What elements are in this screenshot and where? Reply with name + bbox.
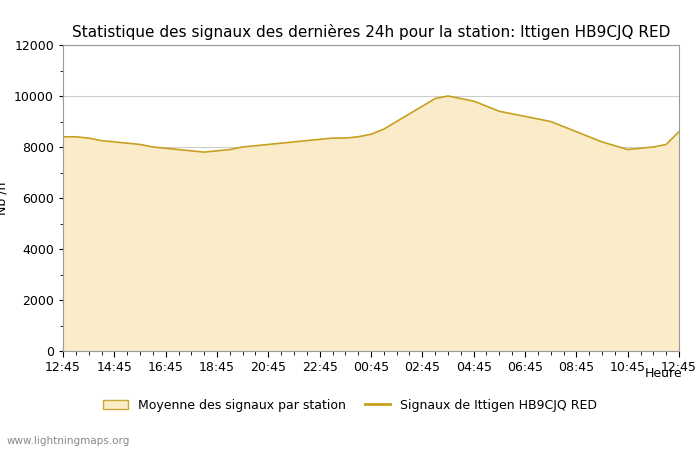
Y-axis label: Nb /h: Nb /h (0, 181, 8, 215)
Text: www.lightningmaps.org: www.lightningmaps.org (7, 436, 130, 446)
Title: Statistique des signaux des dernières 24h pour la station: Ittigen HB9CJQ RED: Statistique des signaux des dernières 24… (72, 24, 670, 40)
Text: Heure: Heure (645, 367, 682, 380)
Legend: Moyenne des signaux par station, Signaux de Ittigen HB9CJQ RED: Moyenne des signaux par station, Signaux… (98, 394, 602, 417)
